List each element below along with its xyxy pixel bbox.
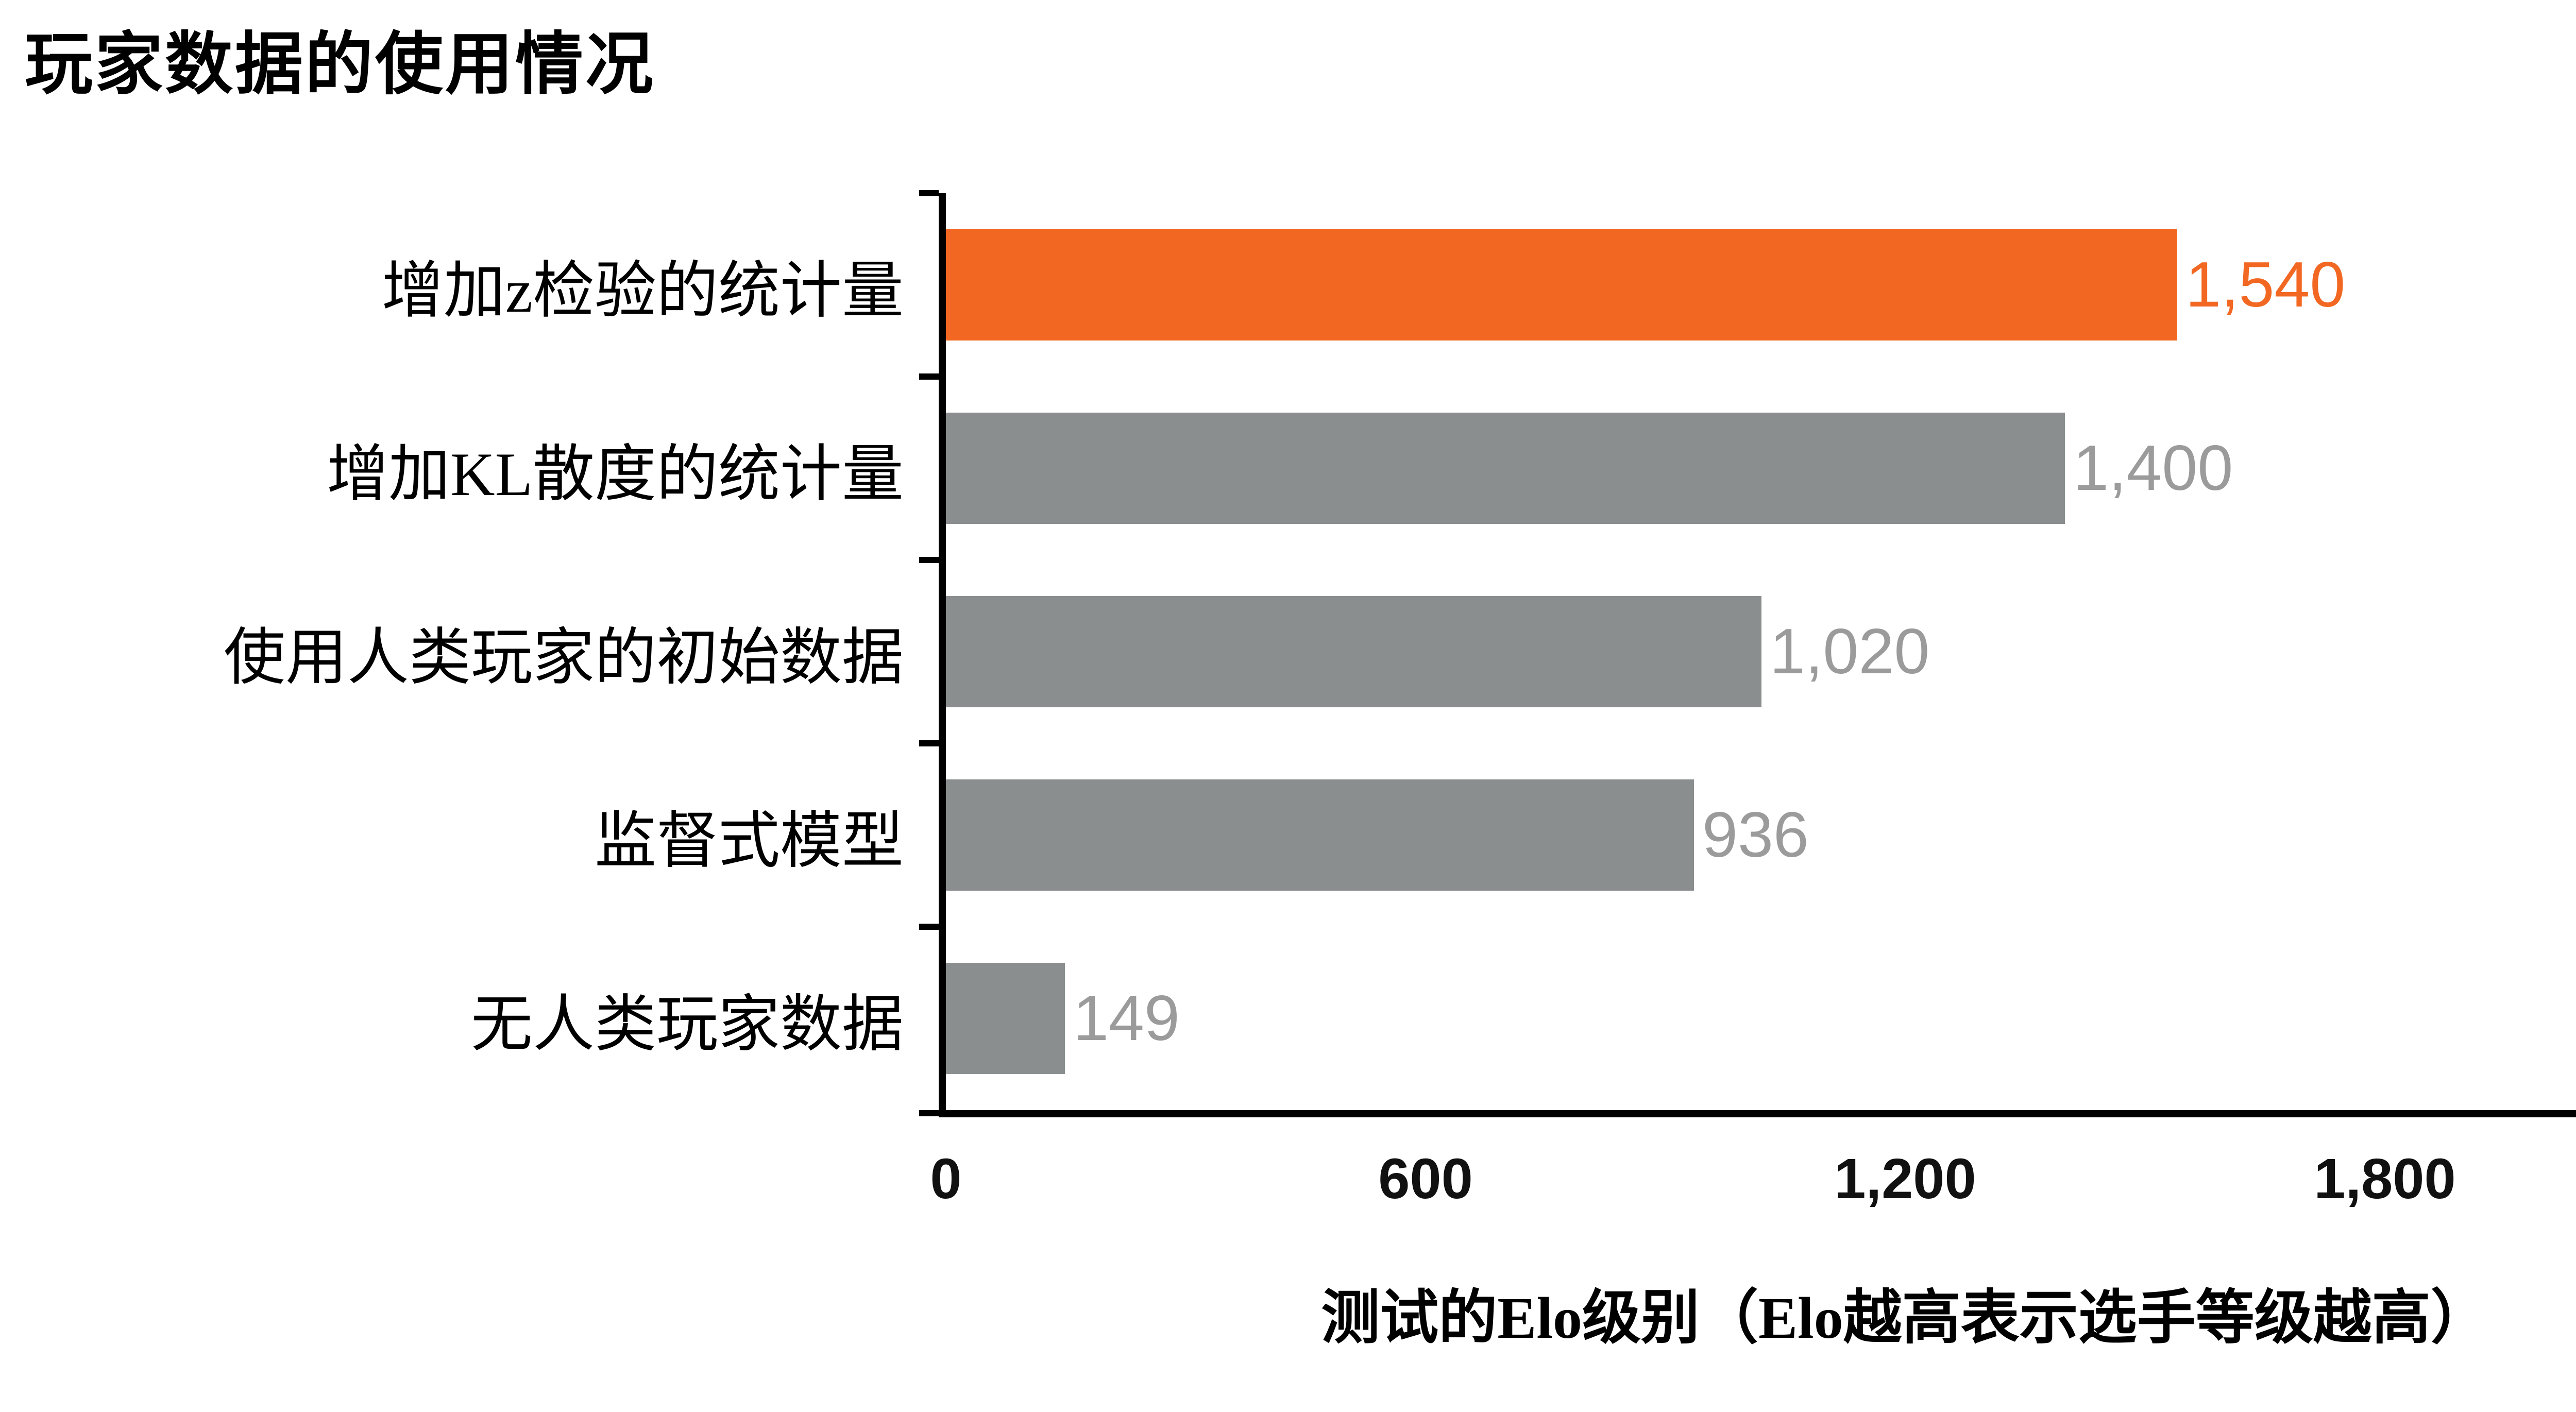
category-label: 监督式模型 <box>595 807 904 875</box>
x-tick-label: 1,200 <box>1834 1147 1976 1211</box>
category-label: 增加z检验的统计量 <box>381 257 904 325</box>
value-label: 1,020 <box>1770 616 1930 687</box>
bar <box>946 596 1761 707</box>
category-label: 使用人类玩家的初始数据 <box>224 623 904 692</box>
x-axis-title: 测试的Elo级别（Elo越高表示选手等级越高） <box>1321 1285 2489 1351</box>
category-label: 无人类玩家数据 <box>471 990 904 1059</box>
value-label: 1,400 <box>2073 433 2233 504</box>
x-tick-label: 0 <box>930 1147 962 1211</box>
value-label: 149 <box>1073 983 1180 1054</box>
bar <box>946 779 1694 891</box>
bar <box>946 413 2065 524</box>
y-axis-tick <box>919 1110 939 1116</box>
chart-title: 玩家数据的使用情况 <box>25 27 655 103</box>
y-axis-tick <box>919 740 939 746</box>
category-label: 增加KL散度的统计量 <box>327 440 904 508</box>
y-axis-tick <box>919 924 939 930</box>
x-axis-line <box>939 1110 2576 1117</box>
y-axis-tick <box>919 373 939 380</box>
y-axis-tick <box>919 557 939 563</box>
value-label: 936 <box>1702 799 1809 871</box>
bar <box>946 229 2177 341</box>
bar <box>946 963 1065 1074</box>
x-tick-label: 600 <box>1378 1147 1473 1211</box>
y-axis-line <box>939 193 946 1117</box>
x-tick-label: 1,800 <box>2314 1147 2456 1211</box>
y-axis-tick <box>919 190 939 196</box>
value-label: 1,540 <box>2185 249 2346 320</box>
